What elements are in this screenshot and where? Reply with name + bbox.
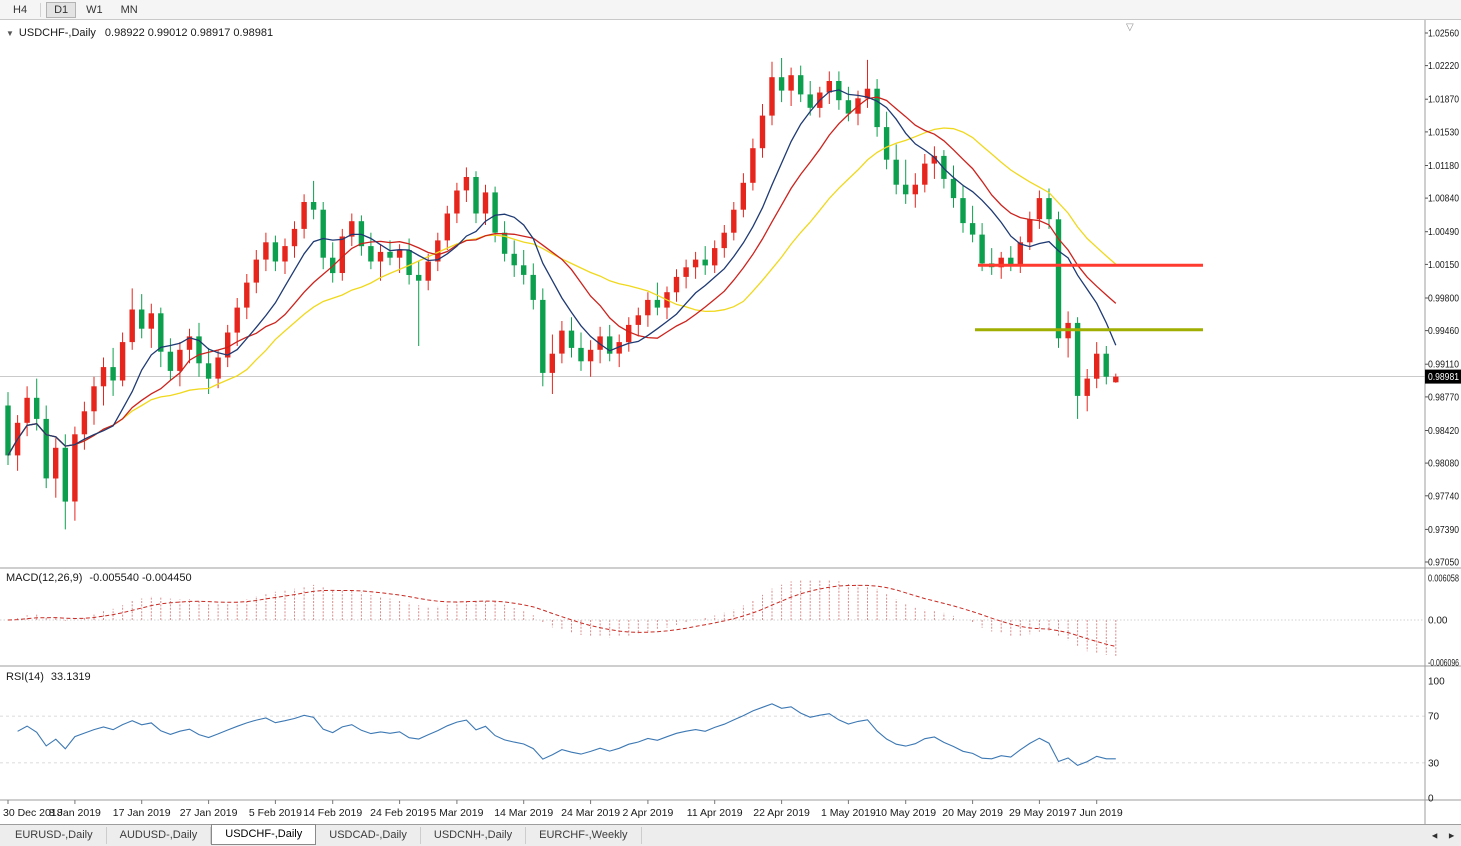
chart-tabs: EURUSD-,Daily AUDUSD-,Daily USDCHF-,Daily U… xyxy=(2,824,642,845)
price-axis-label: 1.00150 xyxy=(1428,260,1459,271)
rsi-axis-label: 100 xyxy=(1428,677,1445,688)
date-axis-label: 17 Jan 2019 xyxy=(113,807,171,819)
chart-tab-audusd-daily[interactable]: AUDUSD-,Daily xyxy=(107,827,212,844)
date-axis-label: 24 Feb 2019 xyxy=(370,807,429,819)
date-axis-label: 10 May 2019 xyxy=(875,807,936,819)
price-axis-label: 1.00490 xyxy=(1428,227,1459,238)
date-axis-label: 5 Mar 2019 xyxy=(430,807,483,819)
date-axis-label: 14 Feb 2019 xyxy=(303,807,362,819)
price-axis-label: 1.00840 xyxy=(1428,194,1459,205)
chart-tab-usdchf-daily[interactable]: USDCHF-,Daily xyxy=(211,824,317,845)
chart-tab-eurchf-weekly[interactable]: EURCHF-,Weekly xyxy=(526,827,642,844)
current-price-badge-text: 0.98981 xyxy=(1428,372,1459,383)
timeframe-toolbar: H4 D1 W1 MN xyxy=(0,0,1461,20)
ma-line-fast xyxy=(7,89,1117,456)
chart-region: 1.02560 1.02220 1.01870 1.01530 1.01180 1.008… xyxy=(0,20,1461,824)
date-axis-label: 27 Jan 2019 xyxy=(180,807,238,819)
tab-scroll-right-icon[interactable]: ► xyxy=(1447,830,1456,840)
tab-scroll-left-icon[interactable]: ◄ xyxy=(1430,830,1440,840)
rsi-axis-label: 30 xyxy=(1428,758,1440,769)
chart-background xyxy=(0,20,1461,824)
tab-scroll-controls: ◄ ► xyxy=(1430,831,1456,840)
chart-tabbar: EURUSD-,Daily AUDUSD-,Daily USDCHF-,Daily U… xyxy=(0,824,1461,846)
rsi-axis-label: 0 xyxy=(1428,794,1434,805)
price-axis-label: 1.01870 xyxy=(1428,95,1459,106)
date-axis-label: 8 Jan 2019 xyxy=(49,807,101,819)
candles-layer xyxy=(5,58,1119,530)
date-axis-label: 22 Apr 2019 xyxy=(753,807,810,819)
macd-axis-label: -0.006096 xyxy=(1428,658,1459,669)
price-axis-label: 0.98420 xyxy=(1428,426,1459,437)
chart-canvas[interactable]: 1.02560 1.02220 1.01870 1.01530 1.01180 1.008… xyxy=(0,20,1461,824)
timeframe-button-d1[interactable]: D1 xyxy=(46,1,77,18)
toolbar-separator xyxy=(40,2,42,17)
chart-shift-marker-icon[interactable]: ▽ xyxy=(1126,22,1134,33)
chart-tab-eurusd-daily[interactable]: EURUSD-,Daily xyxy=(2,827,107,844)
current-price-badge xyxy=(1425,369,1461,384)
macd-axis-label: 0.00 xyxy=(1428,616,1448,627)
price-axis-label: 0.97050 xyxy=(1428,558,1459,569)
price-axis-label: 0.99800 xyxy=(1428,294,1459,305)
timeframe-button-h4[interactable]: H4 xyxy=(13,3,28,16)
price-axis-label: 0.99110 xyxy=(1428,360,1459,371)
date-axis-label: 1 May 2019 xyxy=(821,807,876,819)
date-axis-label: 2 Apr 2019 xyxy=(623,807,674,819)
ma-line-medium xyxy=(7,96,1117,456)
date-axis-label: 5 Feb 2019 xyxy=(249,807,302,819)
date-axis-label: 30 Dec 2018 xyxy=(3,807,63,819)
macd-axis-label: 0.006058 xyxy=(1428,574,1459,585)
chart-tab-usdcad-daily[interactable]: USDCAD-,Daily xyxy=(316,827,421,844)
price-axis-label: 1.02560 xyxy=(1428,29,1459,40)
date-axis-label: 24 Mar 2019 xyxy=(561,807,620,819)
timeframe-button-w1[interactable]: W1 xyxy=(86,3,103,16)
price-axis-label: 1.01180 xyxy=(1428,161,1459,172)
chart-tab-usdcnh-daily[interactable]: USDCNH-,Daily xyxy=(421,827,527,844)
date-axis-label: 7 Jun 2019 xyxy=(1071,807,1123,819)
macd-signal-line xyxy=(7,584,1116,647)
rsi-line xyxy=(17,703,1116,767)
price-axis-label: 1.01530 xyxy=(1428,127,1459,138)
price-axis-label: 0.99460 xyxy=(1428,326,1459,337)
macd-histogram xyxy=(17,580,1117,656)
rsi-axis-label: 70 xyxy=(1428,712,1440,723)
price-axis-label: 0.98770 xyxy=(1428,392,1459,403)
timeframe-button-mn[interactable]: MN xyxy=(120,3,138,16)
price-axis-label: 0.97740 xyxy=(1428,491,1459,502)
date-axis-label: 20 May 2019 xyxy=(942,807,1003,819)
date-axis-label: 11 Apr 2019 xyxy=(687,807,743,819)
price-axis-label: 0.97390 xyxy=(1428,525,1459,536)
price-axis-label: 0.98080 xyxy=(1428,459,1459,470)
price-axis-label: 1.02220 xyxy=(1428,61,1459,72)
date-axis-label: 29 May 2019 xyxy=(1009,807,1070,819)
date-axis-label: 14 Mar 2019 xyxy=(494,807,553,819)
